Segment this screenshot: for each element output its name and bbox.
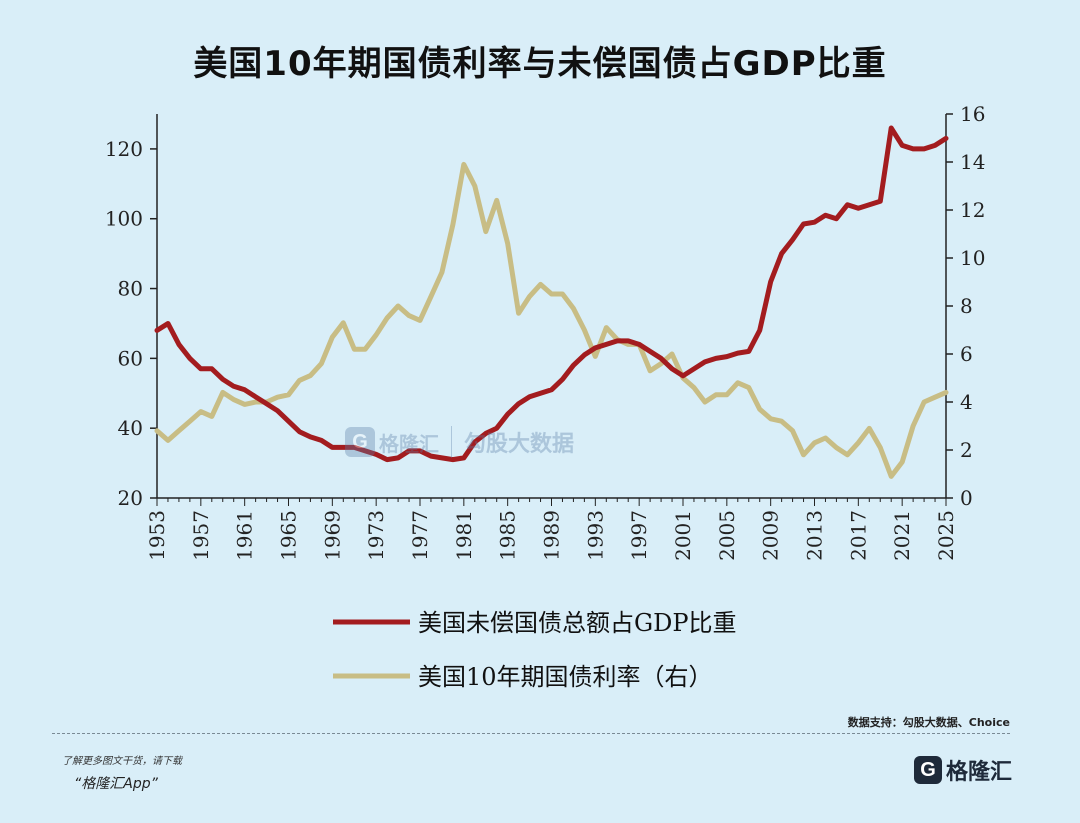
left-y-tick-label: 60 [118,346,143,370]
x-tick-label: 1953 [145,510,169,561]
treasury-yield-line [154,161,949,479]
watermark: G 格隆汇 勾股大数据 [345,426,574,458]
x-tick-label: 2009 [759,510,783,561]
brand-g-icon: G [913,756,942,784]
right-y-tick-label: 10 [960,246,985,270]
chart-ticks: 20 40 60 80 100 120 0 2 4 6 8 10 12 14 16 1953 1957 1961 1… [105,102,986,561]
watermark-partner: 勾股大数据 [464,432,575,457]
x-tick-label: 2005 [715,510,739,561]
x-tick-label: 1965 [277,510,301,561]
legend-label: 美国10年期国债利率（右） [418,663,713,691]
x-tick-label: 1969 [320,510,344,561]
debt-to-gdp-line [154,125,949,463]
brand-name: 格隆汇 [945,760,1012,785]
x-tick-label: 2021 [890,510,914,561]
brand-logo[interactable]: G 格隆汇 [913,754,1012,786]
right-y-tick-label: 12 [960,198,985,222]
left-y-tick-label: 120 [105,137,143,161]
promo-app-name: “格隆汇App” [74,776,158,792]
x-tick-label: 1981 [452,510,476,561]
left-y-tick-label: 40 [118,416,143,440]
right-y-tick-label: 14 [960,150,985,174]
x-tick-label: 1989 [540,510,564,561]
chart-lines [154,125,949,479]
x-tick-label: 1993 [583,510,607,561]
x-tick-label: 2013 [803,510,827,561]
watermark-logo-icon: G [345,427,375,457]
watermark-divider [451,426,452,458]
right-y-tick-label: 0 [960,486,973,510]
x-tick-label: 2001 [671,510,695,561]
x-tick-label: 1957 [189,510,213,561]
watermark-brand: 格隆汇 [379,431,439,456]
right-y-tick-label: 2 [960,438,973,462]
right-y-tick-label: 4 [960,390,973,414]
right-y-tick-label: 16 [960,102,985,126]
data-source: 数据支持：勾股大数据、Choice [847,716,1010,729]
x-tick-label: 1973 [364,510,388,561]
right-y-tick-label: 6 [960,342,973,366]
right-y-tick-label: 8 [960,294,973,318]
x-tick-label: 1997 [627,510,651,561]
left-y-tick-label: 100 [105,207,143,231]
promo-text: 了解更多图文干货，请下载 [62,756,182,767]
x-tick-label: 2025 [934,510,958,561]
x-tick-label: 1961 [233,510,257,561]
chart-title: 美国10年期国债利率与未偿国债占GDP比重 [193,44,887,84]
left-y-tick-label: 20 [118,486,143,510]
x-tick-label: 1977 [408,510,432,561]
x-tick-label: 1985 [496,510,520,561]
footer-divider [52,733,1010,734]
legend-label: 美国未偿国债总额占GDP比重 [418,609,737,637]
x-tick-label: 2017 [846,510,870,561]
left-y-tick-label: 80 [118,277,143,301]
